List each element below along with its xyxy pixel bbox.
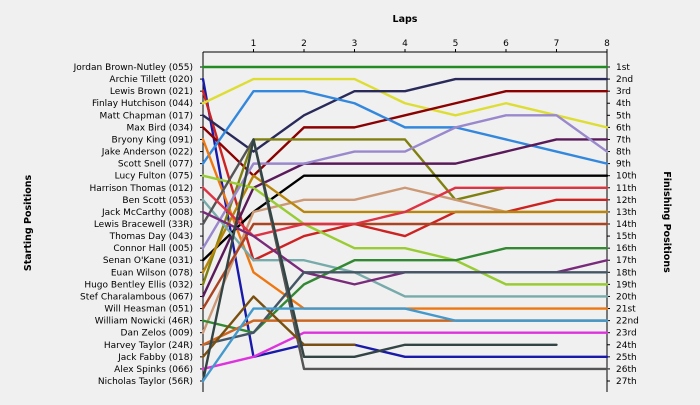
finish-position-label: 26th [616,365,637,375]
driver-series-line [201,89,609,165]
driver-label: Jack McCarthy (008) [101,208,193,218]
driver-label: Nicholas Taylor (56R) [98,377,193,387]
finish-position-label: 17th [616,256,637,266]
driver-label: Thomas Day (043) [109,232,193,242]
driver-label: Will Heasman (051) [104,305,193,315]
left-axis-title: Starting Positions [23,175,34,272]
x-axis-title: Laps [393,14,418,25]
finish-position-label: 9th [616,160,631,170]
finish-position-label: 19th [616,280,637,290]
driver-label: Jordan Brown-Nutley (055) [73,63,193,73]
finish-position-label: 15th [616,232,637,242]
lap-tick-label: 2 [301,39,307,49]
finish-position-label: 7th [616,135,631,145]
finish-position-label: 24th [616,341,637,351]
driver-series-line [201,89,609,177]
driver-series-line [201,174,609,286]
lap-tick-label: 6 [503,39,509,49]
driver-label: Euan Wilson (078) [111,268,193,278]
finish-position-label: 3rd [616,87,631,97]
driver-series-line [201,138,558,383]
finish-position-label: 4th [616,99,631,109]
driver-label: Finlay Hutchison (044) [92,99,193,109]
driver-series-line [201,222,609,310]
driver-label: Archie Tillett (020) [109,75,193,85]
finish-position-label: 11th [616,184,637,194]
driver-label: Bryony King (091) [112,135,193,145]
driver-label: Jack Fabby (018) [117,353,193,363]
driver-label: William Nowicki (46R) [95,317,193,327]
driver-label: Matt Chapman (017) [100,111,193,121]
driver-series-line [201,89,609,262]
driver-label: Alex Spinks (066) [114,365,193,375]
finish-position-label: 22nd [616,317,639,327]
lap-tick-label: 3 [352,39,358,49]
finish-position-label: 21st [616,305,636,315]
finish-position-label: 1st [616,63,630,73]
driver-series-line [201,186,609,238]
driver-label: Scott Snell (077) [118,160,193,170]
finish-position-label: 6th [616,123,631,133]
driver-label: Harvey Taylor (24R) [104,341,193,351]
driver-series-line [201,331,609,371]
finish-position-label: 13th [616,208,637,218]
driver-series-line [201,307,609,383]
finish-position-label: 16th [616,244,637,254]
driver-label: Lewis Brown (021) [110,87,193,97]
driver-label: Lewis Bracewell (33R) [94,220,193,230]
driver-label: Connor Hall (005) [113,244,193,254]
driver-label: Harrison Thomas (012) [89,184,193,194]
driver-series-line [201,198,609,298]
driver-series-line [201,77,609,359]
driver-series-line [201,77,609,129]
lap-tick-label: 8 [604,39,610,49]
finish-position-label: 23rd [616,329,637,339]
driver-label: Dan Zelos (009) [121,329,193,339]
finish-position-label: 14th [616,220,637,230]
right-axis-title: Finishing Positions [661,171,672,273]
finish-position-label: 2nd [616,75,633,85]
finish-position-label: 5th [616,111,631,121]
driver-label: Jake Anderson (022) [101,148,193,158]
driver-label: Ben Scott (053) [122,196,193,206]
finish-position-label: 20th [616,292,637,302]
finish-position-label: 12th [616,196,637,206]
driver-label: Hugo Bentley Ellis (032) [84,280,193,290]
finish-position-label: 18th [616,268,637,278]
driver-series-line [201,138,609,298]
driver-series-line [201,246,609,334]
driver-series-line [201,114,609,250]
finish-position-label: 10th [616,172,637,182]
lap-tick-label: 4 [402,39,408,49]
driver-label: Lucy Fulton (075) [115,172,193,182]
driver-series-line [201,295,356,359]
driver-label: Stef Charalambous (067) [80,292,193,302]
driver-label: Senan O'Kane (031) [103,256,193,266]
finish-position-label: 27th [616,377,637,387]
lap-tick-label: 5 [453,39,459,49]
finish-position-label: 25th [616,353,637,363]
lap-tick-label: 7 [554,39,560,49]
finish-position-label: 8th [616,148,631,158]
lap-tick-label: 1 [251,39,257,49]
driver-label: Max Bird (034) [127,123,193,133]
